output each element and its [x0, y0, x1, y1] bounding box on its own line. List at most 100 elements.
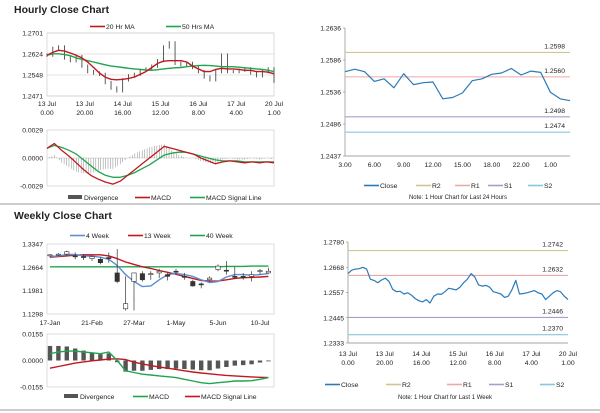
hourly-24h-legend-label: S1	[504, 183, 513, 190]
weekly-candle-body	[47, 254, 53, 257]
hourly-price-x-tick-label: 20 Jul	[265, 101, 284, 108]
weekly-divergence-bar	[215, 360, 221, 369]
hourly-macd-legend-label: Divergence	[84, 195, 119, 202]
weekly-price-y-tick-label: 1.1981	[22, 288, 43, 295]
hourly-price-x-tick-label: 14 Jul	[114, 101, 133, 108]
weekly-1w-legend-label: S1	[505, 382, 514, 389]
weekly-candle-body	[190, 281, 196, 287]
hourly-macd-legend-label: MACD	[151, 195, 171, 202]
hourly-price-x-tick-label: 1.00	[267, 110, 280, 117]
weekly-1w-y-tick-label: 1.2780	[323, 240, 344, 247]
hourly-24h-x-tick-label: 15.00	[454, 162, 471, 169]
hourly-24h-y-tick-label: 1.2536	[320, 90, 341, 97]
hourly-macd-legend-label: MACD Signal Line	[206, 195, 262, 202]
hourly-24h-level-label-r2: 1.2598	[544, 43, 565, 50]
weekly-price-x-tick-label: 17-Jan	[40, 320, 61, 327]
weekly-price-legend-label: 4 Week	[86, 233, 110, 240]
hourly-price-x-tick-label: 16 Jul	[189, 101, 208, 108]
weekly-1w-note: Note: 1 Hour Chart for Last 1 Week	[398, 395, 493, 401]
hourly-macd-legend-swatch	[68, 195, 82, 199]
hourly-24h-x-tick-label: 22.00	[513, 162, 530, 169]
hourly-24h-close-line	[344, 67, 571, 102]
weekly-macd-line	[49, 350, 269, 385]
weekly-1w-x-tick-label: 0.00	[341, 360, 354, 367]
weekly-1w-x-tick-label: 16.00	[413, 360, 430, 367]
hourly-price-x-tick-label: 15 Jul	[151, 101, 170, 108]
weekly-macd-plot-frame	[46, 333, 275, 388]
weekly-candle-body	[240, 276, 246, 279]
weekly-divergence-bar	[266, 360, 271, 362]
hourly-24h-y-tick-label: 1.2586	[320, 58, 341, 65]
weekly-1w-level-label-r2: 1.2742	[542, 242, 563, 249]
weekly-1w-x-tick-label: 20.00	[376, 360, 393, 367]
weekly-candle-body	[181, 276, 187, 278]
ma20-line	[46, 49, 275, 81]
weekly-candle-body	[72, 255, 78, 258]
weekly-price-legend-label: 40 Week	[206, 233, 233, 240]
weekly-1w-x-tick-label: 4.00	[525, 360, 538, 367]
weekly-divergence-bar	[249, 360, 254, 365]
wk4-line	[49, 253, 269, 288]
weekly-candle-body	[165, 274, 171, 277]
weekly-divergence-bar	[98, 354, 103, 361]
weekly-divergence-bar	[199, 360, 204, 371]
weekly-candle-body	[139, 273, 145, 281]
hourly-price-x-tick-label: 0.00	[40, 110, 53, 117]
hourly-macd-signal-line	[46, 144, 274, 178]
weekly-1w-legend-label: R1	[463, 382, 472, 389]
weekly-candle-body	[257, 270, 263, 272]
hourly-macd-y-tick-label: 0.0000	[22, 156, 43, 163]
weekly-1w-close-line	[347, 266, 569, 304]
weekly-divergence-bar	[173, 360, 179, 369]
weekly-candle-body	[97, 258, 103, 263]
hourly-price-y-tick-label: 1.2471	[22, 94, 43, 101]
weekly-candle-body	[198, 283, 204, 286]
hourly-section-title: Hourly Close Chart	[14, 4, 110, 16]
hourly-24h-note: Note: 1 Hour Chart for Last 24 Hours	[409, 195, 507, 201]
weekly-section-title: Weekly Close Chart	[14, 210, 112, 222]
hourly-price-plot-frame	[46, 32, 275, 97]
weekly-divergence-bar	[106, 353, 111, 361]
weekly-candle-body	[265, 270, 271, 274]
hourly-price-x-tick-label: 8.00	[192, 110, 205, 117]
weekly-1w-x-tick-label: 14 Jul	[412, 351, 431, 358]
weekly-macd-signal-line	[49, 358, 269, 379]
hourly-macd-y-tick-label: 0.0029	[22, 128, 43, 135]
weekly-price-x-tick-label: 5-Jun	[209, 320, 226, 327]
weekly-candle-body	[156, 270, 162, 274]
weekly-divergence-bar	[140, 360, 145, 371]
hourly-price-legend-label: 50 Hrs MA	[182, 24, 215, 31]
weekly-1w-level-label-s2: 1.2370	[542, 326, 563, 333]
weekly-candle-body	[131, 272, 137, 282]
weekly-divergence-bar	[190, 360, 195, 370]
weekly-divergence-bar	[157, 360, 162, 370]
weekly-divergence-bar	[257, 360, 263, 363]
weekly-price-legend-label: 13 Week	[144, 233, 171, 240]
weekly-1w-x-tick-label: 12.00	[449, 360, 466, 367]
hourly-24h-level-label-s2: 1.2474	[544, 123, 565, 130]
weekly-1w-y-tick-label: 1.2557	[323, 290, 344, 297]
hourly-24h-y-tick-label: 1.2437	[320, 154, 341, 161]
weekly-1w-legend-label: R2	[402, 382, 411, 389]
weekly-divergence-bar	[165, 360, 170, 370]
hourly-macd-line	[46, 142, 275, 185]
weekly-1w-y-tick-label: 1.2445	[323, 315, 344, 322]
hourly-price-x-tick-label: 20.00	[76, 110, 93, 117]
weekly-1w-x-tick-label: 13 Jul	[339, 351, 358, 358]
hourly-24h-legend-label: Close	[380, 183, 398, 190]
hourly-24h-level-label-s1: 1.2498	[544, 108, 565, 115]
weekly-1w-y-tick-label: 1.2333	[323, 341, 344, 348]
weekly-divergence-bar	[241, 360, 246, 366]
weekly-1w-y-tick-label: 1.2668	[323, 265, 344, 272]
weekly-candle-body	[223, 269, 229, 272]
weekly-divergence-bar	[73, 348, 78, 361]
hourly-24h-x-tick-label: 3.00	[338, 162, 351, 169]
hourly-24h-x-tick-label: 18.00	[483, 162, 500, 169]
hourly-24h-y-tick-label: 1.2486	[320, 122, 341, 129]
hourly-24h-legend-label: R2	[432, 183, 441, 190]
hourly-price-x-tick-label: 16.00	[114, 110, 131, 117]
hourly-24h-legend-label: S2	[544, 183, 553, 190]
weekly-macd-y-tick-label: 0.0000	[22, 358, 43, 365]
weekly-price-x-tick-label: 27-Mar	[123, 320, 145, 327]
weekly-price-x-tick-label: 21-Feb	[81, 320, 103, 327]
